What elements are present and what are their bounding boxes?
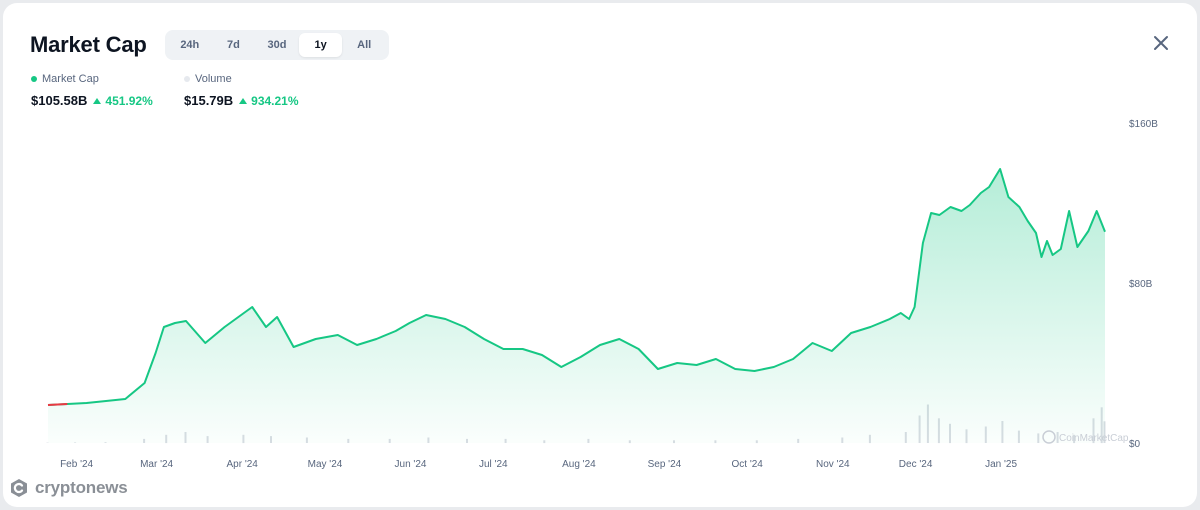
market-cap-line: [47, 168, 1106, 406]
x-tick-label: May '24: [308, 459, 343, 470]
triangle-up-icon: [93, 97, 102, 104]
watermark-text: CoinMarketCap: [1059, 433, 1129, 444]
timeframe-tabs: 24h 7d 30d 1y All: [165, 30, 389, 60]
x-tick-label: Aug '24: [562, 459, 596, 470]
chart-title: Market Cap: [30, 32, 147, 57]
close-icon[interactable]: [1151, 33, 1171, 53]
tab-all[interactable]: All: [357, 39, 372, 51]
volume-change-value: 934.21%: [251, 93, 299, 108]
watermark-logo-icon: [1042, 430, 1056, 444]
volume-value: $15.79B: [184, 93, 234, 108]
y-tick-label: $160B: [1129, 119, 1158, 130]
legend-market-cap: Market Cap: [31, 73, 99, 85]
market-cap-change: 451.92%: [93, 93, 153, 108]
market-cap-line-down-segment: [47, 403, 68, 406]
legend-dot-volume: [184, 76, 190, 82]
legend-volume: Volume: [184, 73, 232, 85]
market-cap-change-value: 451.92%: [105, 93, 153, 108]
market-cap-card: Market Cap 24h 7d 30d 1y All Market Cap …: [3, 3, 1197, 507]
x-tick-label: Jan '25: [985, 459, 1017, 470]
volume-stat: $15.79B 934.21%: [184, 93, 299, 108]
market-cap-stat: $105.58B 451.92%: [31, 93, 153, 108]
x-tick-label: Jun '24: [395, 459, 427, 470]
x-tick-label: Oct '24: [732, 459, 764, 470]
legend-dot-market-cap: [31, 76, 37, 82]
tab-30d[interactable]: 30d: [267, 39, 287, 51]
tab-7d[interactable]: 7d: [226, 39, 240, 51]
y-tick-label: $80B: [1129, 279, 1153, 290]
x-tick-label: Mar '24: [140, 459, 173, 470]
x-tick-label: Feb '24: [60, 459, 93, 470]
triangle-up-icon: [239, 97, 248, 104]
x-tick-label: Jul '24: [479, 459, 508, 470]
market-cap-chart: $160B $80B $0 Feb '24 Mar '24 Apr '24 May '24…: [46, 119, 1158, 470]
tab-1y[interactable]: 1y: [298, 33, 343, 57]
y-tick-label: $0: [1129, 439, 1141, 450]
coinmarketcap-watermark: CoinMarketCap: [1042, 430, 1129, 444]
x-tick-label: Sep '24: [648, 459, 682, 470]
x-tick-label: Dec '24: [899, 459, 933, 470]
market-cap-value: $105.58B: [31, 93, 88, 108]
tab-24h[interactable]: 24h: [180, 39, 200, 51]
legend-label-market-cap: Market Cap: [42, 73, 99, 85]
brand-name: cryptonews: [35, 478, 128, 497]
legend-label-volume: Volume: [195, 73, 232, 85]
x-tick-label: Apr '24: [227, 459, 259, 470]
cryptonews-branding: cryptonews: [9, 478, 128, 498]
market-cap-area: [48, 169, 1105, 443]
volume-change: 934.21%: [239, 93, 299, 108]
x-tick-label: Nov '24: [816, 459, 850, 470]
cryptonews-logo-icon: [11, 479, 27, 497]
